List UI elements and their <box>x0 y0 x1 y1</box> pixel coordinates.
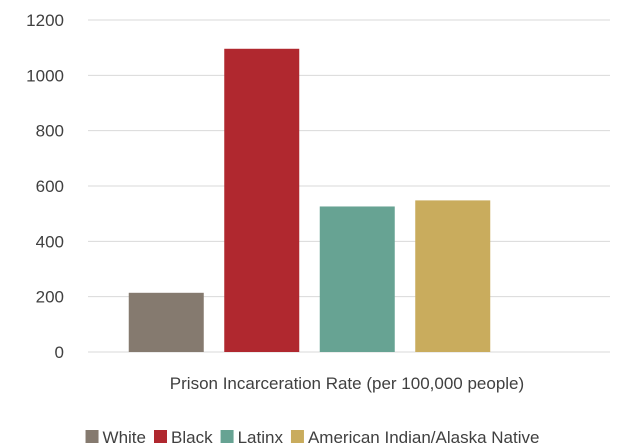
legend-label: Latinx <box>238 428 284 447</box>
legend-label: White <box>103 428 146 447</box>
legend-item: Latinx <box>220 428 284 447</box>
bar-white <box>128 292 204 352</box>
legend-label: Black <box>171 428 213 447</box>
bar-latinx <box>319 206 395 352</box>
legend-label: American Indian/Alaska Native <box>308 428 540 447</box>
y-tick-label: 600 <box>36 177 64 196</box>
legend-swatch <box>85 430 99 443</box>
y-axis-ticks: 0 200 400 600 800 1000 1200 <box>26 11 64 362</box>
y-tick-label: 400 <box>36 232 64 251</box>
y-tick-label: 1200 <box>26 11 64 30</box>
legend-item: Black <box>154 428 213 447</box>
x-axis-label: Prison Incarceration Rate (per 100,000 p… <box>170 374 524 393</box>
legend-item: American Indian/Alaska Native <box>290 428 540 447</box>
legend: White Black Latinx American Indian/Alaska N… <box>85 428 540 447</box>
y-tick-label: 0 <box>55 343 64 362</box>
y-tick-label: 1000 <box>26 66 64 85</box>
legend-swatch <box>154 430 167 443</box>
bar-black <box>224 48 300 352</box>
bars <box>128 48 491 352</box>
legend-swatch <box>290 430 304 443</box>
bar-american-indian-alaska-native <box>415 200 491 352</box>
legend-item: White <box>85 428 146 447</box>
legend-swatch <box>220 430 234 443</box>
y-tick-label: 800 <box>36 122 64 141</box>
y-tick-label: 200 <box>36 288 64 307</box>
